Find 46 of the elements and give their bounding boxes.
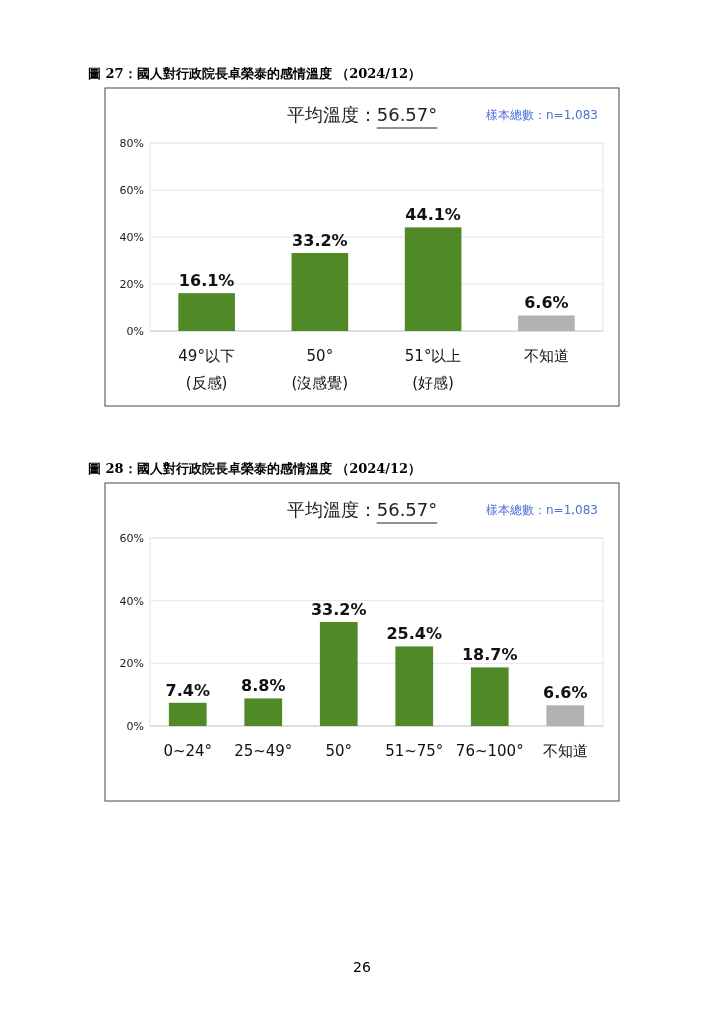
bar — [319, 621, 358, 726]
x-tick-label: 51°以上 (好感) — [404, 347, 462, 392]
data-label: 33.2% — [310, 599, 367, 619]
x-tick-label: 76~100° — [455, 742, 524, 760]
data-label: 25.4% — [386, 624, 443, 644]
data-label: 18.7% — [461, 645, 518, 665]
x-tick-label: 50° — [325, 742, 353, 760]
bar — [178, 293, 235, 331]
bar — [518, 315, 575, 331]
y-tick-label: 20% — [119, 278, 144, 291]
x-tick-label: 49°以下 (反感) — [178, 347, 235, 392]
y-tick-label: 60% — [119, 532, 144, 545]
bar — [395, 646, 434, 726]
text: 26 — [353, 959, 371, 975]
chart-subtitle: 平均溫度：56.57° — [286, 104, 438, 125]
data-label: 44.1% — [405, 205, 461, 225]
y-tick-label: 0% — [126, 325, 144, 338]
data-label: 6.6% — [524, 293, 569, 313]
x-tick-label: 不知道 — [523, 347, 569, 365]
x-tick-label: 25~49° — [234, 742, 293, 760]
data-label: 16.1% — [178, 271, 235, 291]
text: 樣本總數：n=1,083 — [485, 503, 598, 517]
bar — [168, 702, 207, 726]
data-label: 33.2% — [292, 230, 348, 250]
x-tick-label: 51~75° — [385, 742, 444, 760]
data-label: 7.4% — [165, 680, 210, 700]
x-tick-label: 不知道 — [542, 742, 588, 760]
y-tick-label: 40% — [119, 231, 144, 244]
y-tick-label: 80% — [119, 137, 144, 150]
chart-title: 圖 27：國人對行政院長卓榮泰的感情溫度 （2024/12） — [88, 66, 422, 81]
x-tick-label: 0~24° — [163, 742, 213, 760]
x-tick-label: 50° (沒感覺) — [291, 347, 349, 392]
chart-title: 圖 28：國人對行政院長卓榮泰的感情溫度 （2024/12） — [88, 461, 422, 476]
bar — [404, 227, 462, 331]
y-tick-label: 60% — [119, 184, 144, 197]
y-tick-label: 20% — [119, 657, 144, 671]
data-label: 8.8% — [241, 676, 286, 696]
bar — [470, 667, 509, 726]
bar — [546, 705, 585, 726]
data-label: 6.6% — [543, 683, 588, 703]
text: 樣本總數：n=1,083 — [485, 108, 598, 122]
chart-subtitle: 平均溫度：56.57° — [286, 499, 438, 520]
bar — [244, 698, 283, 726]
y-tick-label: 40% — [119, 594, 144, 608]
y-tick-label: 0% — [126, 720, 144, 733]
bar — [291, 252, 349, 331]
